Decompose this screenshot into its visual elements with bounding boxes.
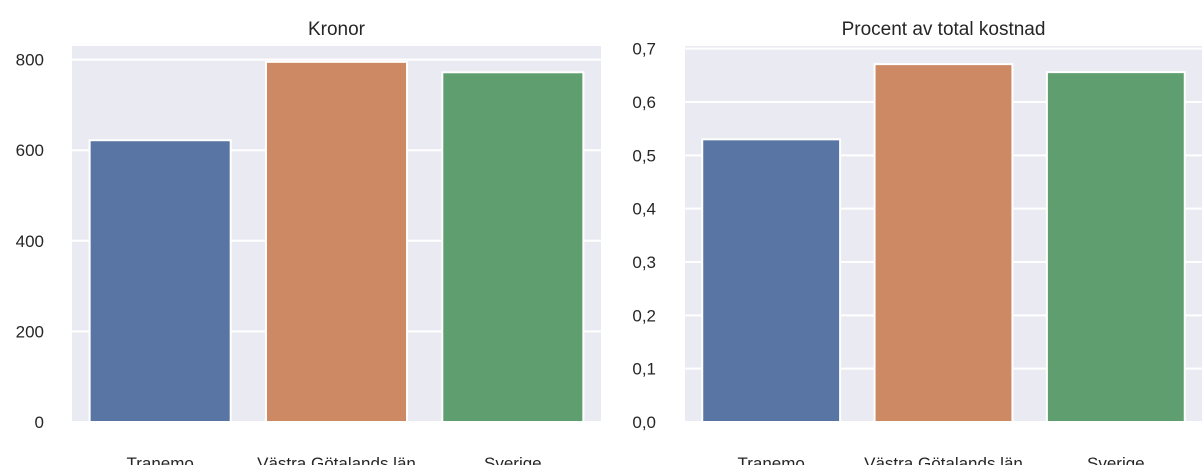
chart-2-ytick-label-4: 0,4 <box>632 200 656 219</box>
chart-2-title: Procent av total kostnad <box>842 19 1046 40</box>
chart-1-bar-2[interactable] <box>264 60 409 424</box>
chart-2-bar-2[interactable] <box>873 63 1014 423</box>
chart-2-bar-3[interactable] <box>1045 71 1186 423</box>
chart-1-xtick-label-3: Sverige <box>484 454 542 465</box>
chart-2-ytick-label-3: 0,3 <box>632 253 656 272</box>
chart-1-ytick-label-2: 400 <box>16 232 44 251</box>
chart-2-ytick-label-1: 0,1 <box>632 360 656 379</box>
chart-1-xtick-label-2: Västra Götalands län <box>257 454 416 465</box>
chart-2-ytick-label-7: 0,7 <box>632 40 656 59</box>
chart-1-ytick-label-1: 200 <box>16 322 44 341</box>
chart-1-ytick-label-0: 0 <box>35 413 44 432</box>
chart-2-xtick-label-1: Tranemo <box>737 454 804 465</box>
chart-1-ytick-label-4: 800 <box>16 51 44 70</box>
chart-1-bar-1[interactable] <box>88 139 232 423</box>
chart-1-title: Kronor <box>308 19 366 40</box>
chart-1-xtick-label-1: Tranemo <box>126 454 193 465</box>
chart-2-ytick-label-2: 0,2 <box>632 306 656 325</box>
chart-2-xtick-label-3: Sverige <box>1087 454 1145 465</box>
chart-2-ytick-label-6: 0,6 <box>632 93 656 112</box>
chart-1-bar-3[interactable] <box>441 71 585 424</box>
chart-2-ytick-label-0: 0,0 <box>632 413 656 432</box>
chart-2-xtick-label-2: Västra Götalands län <box>864 454 1023 465</box>
chart-2-ytick-label-5: 0,5 <box>632 146 656 165</box>
chart-1-ytick-label-3: 600 <box>16 141 44 160</box>
chart-2-bar-1[interactable] <box>701 138 842 423</box>
